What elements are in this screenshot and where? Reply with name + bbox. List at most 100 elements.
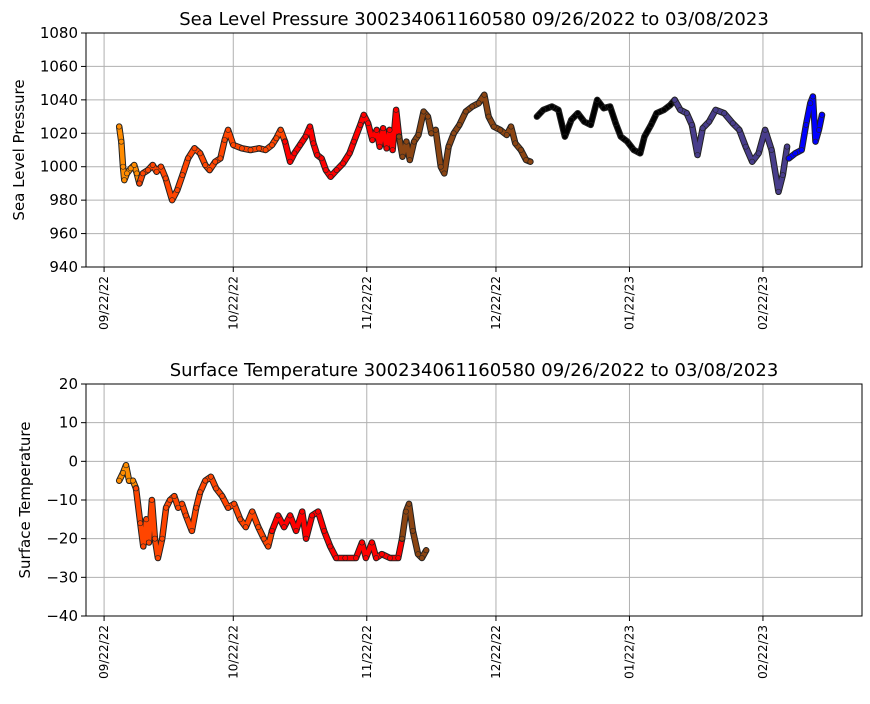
data-point bbox=[555, 106, 562, 113]
data-point bbox=[207, 473, 214, 480]
x-tick-label: 01/22/23 bbox=[622, 276, 636, 330]
y-tick-label: 0 bbox=[68, 452, 78, 470]
data-point bbox=[197, 489, 204, 496]
data-point bbox=[139, 170, 146, 177]
data-point bbox=[242, 524, 249, 530]
data-point bbox=[785, 155, 792, 162]
data-point bbox=[395, 555, 402, 561]
data-point bbox=[527, 158, 534, 165]
data-point bbox=[432, 127, 439, 133]
data-point bbox=[503, 132, 510, 138]
data-point bbox=[497, 127, 504, 133]
data-point bbox=[648, 122, 654, 128]
surface-temperature-chart: 09/22/22 10/22/22 11/22/22 12/22/22 01/22/23… bbox=[16, 360, 863, 679]
data-point bbox=[369, 137, 376, 143]
x-tick-label: 12/22/22 bbox=[489, 276, 503, 330]
data-point bbox=[120, 163, 126, 170]
data-point bbox=[568, 117, 575, 123]
data-point bbox=[145, 539, 152, 546]
data-point bbox=[155, 555, 161, 561]
data-point bbox=[143, 516, 150, 523]
data-point bbox=[378, 551, 385, 558]
data-point bbox=[175, 504, 182, 511]
data-point bbox=[816, 127, 822, 133]
data-point bbox=[469, 103, 476, 110]
data-point bbox=[441, 170, 448, 177]
data-point bbox=[403, 138, 410, 145]
data-point bbox=[159, 535, 166, 542]
data-point bbox=[197, 150, 204, 157]
data-point bbox=[369, 539, 375, 546]
data-point bbox=[124, 170, 130, 177]
data-point bbox=[189, 528, 195, 534]
data-point bbox=[540, 106, 547, 113]
data-point bbox=[475, 100, 482, 107]
data-point bbox=[230, 142, 237, 148]
x-tick-label: 02/22/23 bbox=[756, 625, 770, 679]
data-point bbox=[420, 108, 427, 115]
data-point bbox=[202, 477, 209, 484]
data-point bbox=[742, 143, 749, 150]
x-tick-label: 10/22/22 bbox=[226, 276, 240, 330]
y-tick-label: −40 bbox=[46, 607, 78, 625]
y-tick-label: 1000 bbox=[40, 158, 78, 176]
data-point bbox=[137, 520, 144, 527]
data-point bbox=[225, 504, 232, 511]
data-point bbox=[149, 162, 156, 168]
y-tick-label: 1080 bbox=[40, 24, 78, 42]
data-point bbox=[322, 167, 329, 173]
data-point bbox=[624, 138, 631, 145]
x-tick-label: 11/22/22 bbox=[360, 276, 374, 330]
x-tick-label: 09/22/22 bbox=[97, 625, 111, 679]
data-point bbox=[269, 142, 275, 148]
data-point bbox=[386, 127, 393, 133]
data-point bbox=[357, 122, 364, 128]
data-point bbox=[607, 103, 613, 110]
chart-title: Surface Temperature 300234061160580 09/2… bbox=[170, 360, 779, 381]
data-point bbox=[694, 152, 701, 158]
data-point bbox=[333, 555, 340, 561]
data-point bbox=[677, 106, 684, 113]
data-point bbox=[549, 103, 555, 110]
data-point bbox=[360, 112, 367, 118]
data-point bbox=[736, 127, 743, 133]
data-point bbox=[131, 162, 138, 168]
data-point bbox=[221, 137, 228, 143]
data-point bbox=[561, 133, 568, 140]
data-point bbox=[321, 528, 328, 534]
data-point bbox=[409, 528, 416, 534]
data-point bbox=[163, 504, 169, 511]
data-point bbox=[133, 170, 140, 177]
data-point bbox=[247, 147, 254, 153]
data-point bbox=[185, 155, 191, 162]
data-point bbox=[450, 130, 457, 137]
data-point bbox=[219, 493, 225, 500]
series-segment-2-line bbox=[137, 127, 288, 203]
data-point bbox=[277, 127, 284, 133]
data-point bbox=[671, 96, 678, 103]
data-point bbox=[768, 147, 775, 153]
data-point bbox=[174, 187, 181, 194]
data-point bbox=[617, 133, 624, 140]
data-point bbox=[784, 143, 790, 150]
data-point bbox=[641, 133, 648, 140]
data-point bbox=[792, 150, 799, 157]
data-point bbox=[667, 101, 674, 108]
data-point bbox=[518, 147, 524, 153]
data-point bbox=[148, 497, 155, 503]
y-tick-label: 960 bbox=[49, 225, 78, 243]
data-point bbox=[403, 508, 409, 515]
data-point bbox=[255, 524, 262, 530]
data-point bbox=[428, 130, 435, 137]
y-tick-label: −20 bbox=[46, 530, 78, 548]
data-point bbox=[299, 508, 306, 515]
data-point bbox=[406, 500, 412, 507]
data-point bbox=[314, 152, 321, 158]
data-point bbox=[350, 138, 357, 145]
data-point bbox=[437, 163, 444, 170]
y-tick-label: −10 bbox=[46, 491, 78, 509]
data-point bbox=[365, 120, 371, 127]
data-point bbox=[269, 528, 275, 534]
data-point bbox=[512, 140, 519, 147]
data-point bbox=[327, 173, 334, 180]
